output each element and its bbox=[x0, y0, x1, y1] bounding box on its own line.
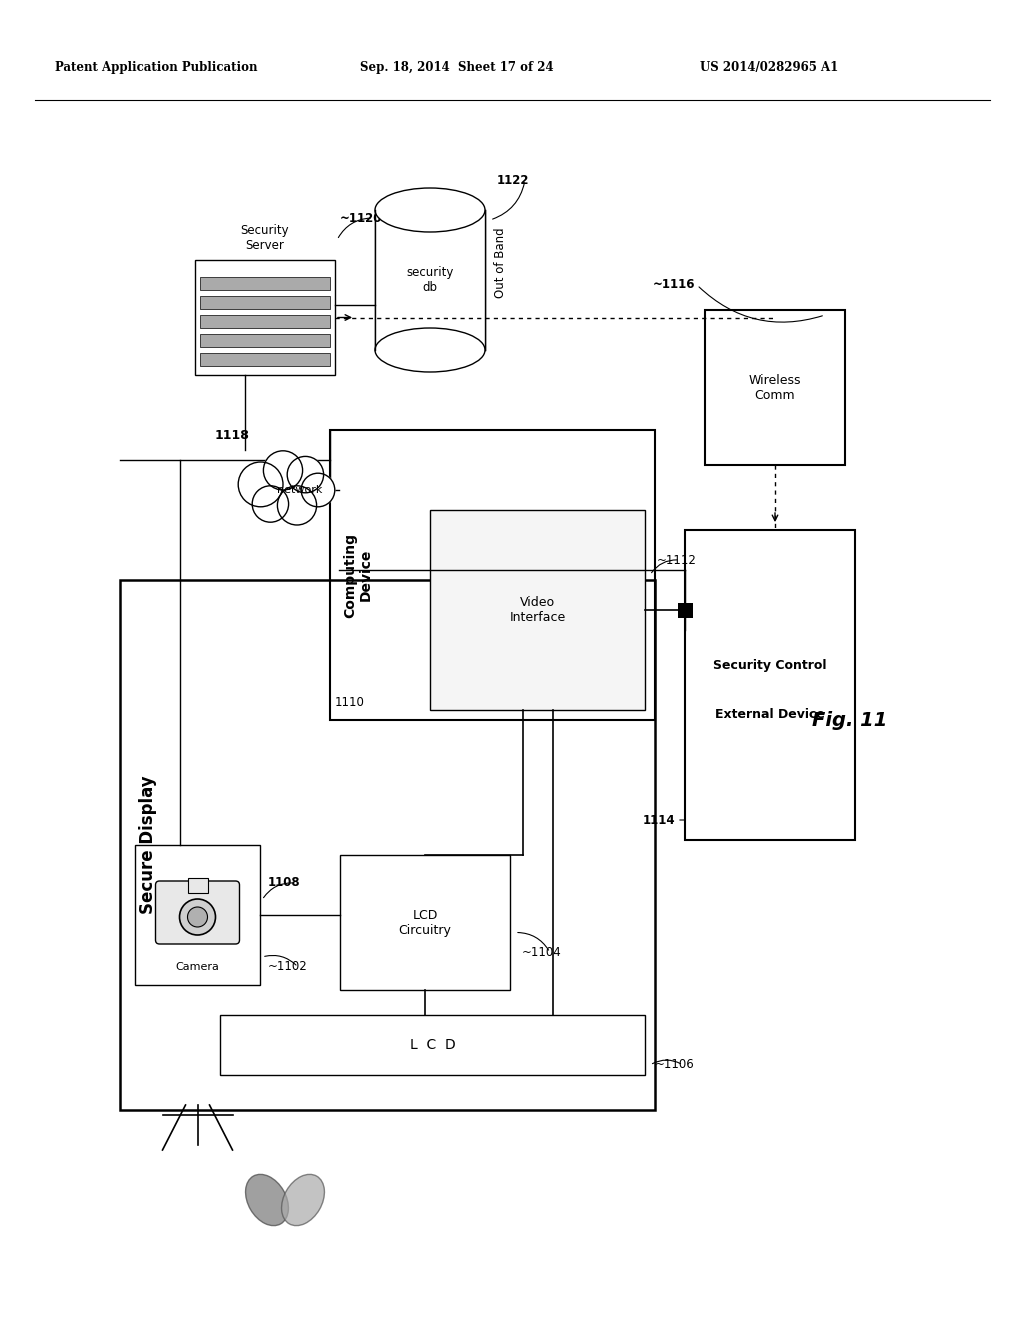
Bar bbox=[678, 602, 692, 618]
Text: 1122: 1122 bbox=[497, 173, 529, 186]
Circle shape bbox=[179, 899, 215, 935]
Text: ~1106: ~1106 bbox=[655, 1059, 694, 1072]
Text: Secure Display: Secure Display bbox=[139, 776, 157, 915]
Bar bbox=[200, 315, 330, 327]
Bar bbox=[430, 510, 645, 710]
Circle shape bbox=[187, 907, 208, 927]
Text: 1114: 1114 bbox=[642, 813, 675, 826]
Text: Fig. 11: Fig. 11 bbox=[812, 710, 888, 730]
Bar bbox=[195, 260, 335, 375]
Text: L  C  D: L C D bbox=[410, 1038, 456, 1052]
Bar bbox=[120, 579, 655, 1110]
Text: Patent Application Publication: Patent Application Publication bbox=[55, 62, 257, 74]
Text: ~1112: ~1112 bbox=[657, 553, 697, 566]
Circle shape bbox=[263, 451, 303, 490]
Text: Computing
Device: Computing Device bbox=[343, 532, 373, 618]
Bar bbox=[220, 1015, 645, 1074]
Bar bbox=[187, 878, 208, 894]
Text: ~1116: ~1116 bbox=[652, 279, 695, 292]
Circle shape bbox=[239, 462, 283, 507]
Text: Camera: Camera bbox=[175, 962, 219, 972]
Text: network: network bbox=[278, 484, 323, 495]
Circle shape bbox=[301, 473, 335, 507]
Bar bbox=[135, 845, 260, 985]
Text: ~1104: ~1104 bbox=[522, 946, 562, 960]
Circle shape bbox=[252, 486, 289, 523]
Text: Sep. 18, 2014  Sheet 17 of 24: Sep. 18, 2014 Sheet 17 of 24 bbox=[360, 62, 554, 74]
Bar bbox=[200, 334, 330, 347]
Ellipse shape bbox=[282, 1175, 325, 1226]
Bar bbox=[685, 531, 855, 840]
Circle shape bbox=[287, 457, 324, 492]
Bar bbox=[375, 210, 485, 350]
Ellipse shape bbox=[375, 327, 485, 372]
Bar bbox=[705, 310, 845, 465]
Circle shape bbox=[278, 486, 316, 525]
Ellipse shape bbox=[246, 1175, 289, 1226]
Text: Out of Band: Out of Band bbox=[494, 227, 507, 297]
Ellipse shape bbox=[375, 187, 485, 232]
Text: Wireless
Comm: Wireless Comm bbox=[749, 374, 801, 401]
FancyBboxPatch shape bbox=[156, 880, 240, 944]
Text: External Device: External Device bbox=[715, 709, 825, 722]
Bar bbox=[200, 277, 330, 290]
Text: LCD
Circuitry: LCD Circuitry bbox=[398, 908, 452, 936]
Text: ~1102: ~1102 bbox=[268, 961, 308, 974]
Text: Security Control: Security Control bbox=[714, 659, 826, 672]
Text: Video
Interface: Video Interface bbox=[509, 597, 565, 624]
Text: ~1120: ~1120 bbox=[340, 211, 382, 224]
Bar bbox=[200, 352, 330, 366]
Bar bbox=[330, 430, 655, 719]
Text: 1110: 1110 bbox=[335, 696, 365, 709]
Text: 1118: 1118 bbox=[215, 429, 250, 441]
Bar bbox=[340, 855, 510, 990]
Text: 1108: 1108 bbox=[268, 876, 301, 890]
Bar bbox=[200, 296, 330, 309]
Text: Security
Server: Security Server bbox=[241, 224, 290, 252]
Text: security
db: security db bbox=[407, 267, 454, 294]
Text: US 2014/0282965 A1: US 2014/0282965 A1 bbox=[700, 62, 839, 74]
